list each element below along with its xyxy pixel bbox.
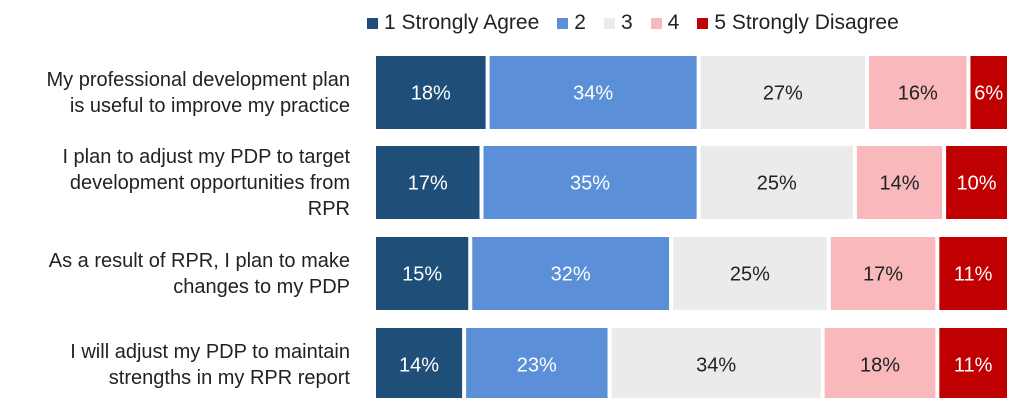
data-label: 18% [411,83,451,105]
data-label: 14% [399,355,439,377]
data-label: 23% [517,355,557,377]
legend-item: 5 Strongly Disagree [697,11,899,35]
category-label-line: As a result of RPR, I plan to make [48,249,350,272]
bar-segment [946,146,1007,219]
bar-segment [376,328,463,398]
data-label: 11% [954,264,993,286]
legend-swatch [557,17,569,29]
data-label: 11% [954,355,993,377]
legend-item: 2 [557,11,586,35]
legend: 1 Strongly Agree 2 3 4 5 Strongly Disagree [367,8,899,38]
bar-segment [970,56,1007,129]
legend-swatch [367,17,378,29]
data-label: 10% [957,173,997,195]
legend-label: 2 [574,11,586,34]
category-label-line: strengths in my RPR report [108,366,350,389]
data-label: 25% [730,264,770,286]
bar-segment [472,237,670,310]
category-label: As a result of RPR, I plan to make change… [0,248,350,300]
bar-segment [869,56,967,129]
legend-item: 3 [603,11,633,35]
category-label-line: changes to my PDP [173,275,350,298]
legend-label: 4 [667,11,680,34]
data-label: 35% [570,173,610,195]
legend-label: 5 Strongly Disagree [714,11,899,34]
data-label: 34% [573,83,613,105]
data-label: 17% [863,264,903,286]
category-label: I will adjust my PDP to maintain strength… [0,339,350,391]
data-label: 25% [757,173,797,195]
category-label: My professional development plan is usefu… [0,67,350,119]
data-label: 14% [879,173,919,195]
category-label-line: RPR [307,197,350,220]
data-label: 32% [551,264,591,286]
bar-segment [376,237,469,310]
category-label-line: is useful to improve my practice [69,94,350,117]
category-label-line: development opportunities from [69,171,350,194]
data-label: 16% [898,83,938,105]
bar-segment [489,56,697,129]
bar-segment [611,328,821,398]
legend-label: 3 [620,11,633,34]
bar-segment [673,237,827,310]
data-label: 17% [408,173,448,195]
data-label: 6% [974,83,1003,105]
data-label: 18% [860,355,900,377]
legend-item: 1 Strongly Agree [367,11,539,35]
bar-segment [939,328,1007,398]
bar-segment [376,56,486,129]
bar-segment [830,237,936,310]
category-label-line: I will adjust my PDP to maintain [70,340,350,363]
bar-segment [466,328,608,398]
data-label: 27% [763,83,803,105]
bar-segment [483,146,697,219]
bar-segment [939,237,1007,310]
bar-segment [700,146,853,219]
bar-segment [856,146,943,219]
category-label: I plan to adjust my PDP to target develop… [0,144,350,222]
bar-segment [376,146,480,219]
legend-swatch [603,17,615,29]
bar-segment [824,328,936,398]
legend-swatch [697,17,709,29]
legend-swatch [650,17,662,29]
category-label-line: My professional development plan [46,68,350,91]
legend-label: 1 Strongly Agree [384,11,540,34]
category-label-line: I plan to adjust my PDP to target [62,145,350,168]
data-label: 15% [402,264,442,286]
data-label: 34% [696,355,736,377]
legend-item: 4 [650,11,680,35]
bar-segment [700,56,866,129]
